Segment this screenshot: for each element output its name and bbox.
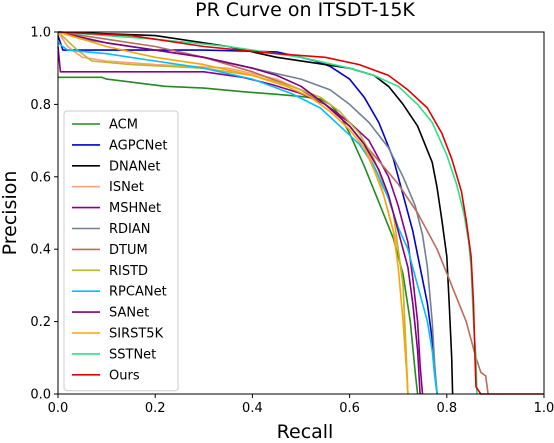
y-tick-label: 0.0 [30,388,51,403]
y-axis-label: Precision [0,171,21,256]
series-line-mshnet [57,46,424,395]
legend: ACM AGPCNet DNANet ISNet MSHNet RDIAN DTUM RIST… [63,110,179,392]
legend-entry: ACM [72,118,138,133]
legend-entry: Ours [72,368,140,383]
legend-label: AGPCNet [109,138,167,153]
x-tick-label: 1.0 [534,401,554,416]
x-tick-label: 0.6 [339,401,360,416]
legend-entry: RISTD [72,264,148,279]
x-axis-label: Recall [277,421,334,443]
legend-label: RPCANet [109,285,167,300]
y-tick-label: 0.4 [30,243,51,258]
legend-box [63,110,179,392]
legend-entry: SANet [72,306,149,321]
x-tick-label: 0.2 [145,401,166,416]
y-tick-label: 0.8 [30,98,51,113]
series-line-sirst5k [57,31,409,395]
plot-lines [57,31,544,395]
legend-entry: RPCANet [72,285,167,300]
y-tick-label: 1.0 [30,26,51,41]
series-line-ristd [57,31,409,395]
legend-entry: DNANet [72,159,160,174]
legend-label: ACM [109,118,138,133]
x-tick-label: 0.8 [436,401,457,416]
y-tick-label: 0.2 [30,315,51,330]
legend-label: SSTNet [109,347,156,362]
legend-entry: SIRST5K [72,327,164,342]
plot-frame [57,31,545,395]
legend-label: SIRST5K [109,327,164,342]
legend-entry: ISNet [72,180,144,195]
legend-entry: SSTNet [72,347,156,362]
series-line-ours [57,31,544,395]
legend-label: SANet [109,306,149,321]
series-line-rpcanet [57,42,438,395]
legend-label: ISNet [109,180,144,195]
chart-title: PR Curve on ITSDT-15K [195,0,415,21]
series-line-sanet [57,31,421,395]
legend-entry: AGPCNet [72,138,167,153]
legend-label: DTUM [109,243,148,258]
legend-label: RDIAN [109,222,151,237]
legend-entry: MSHNet [72,201,161,216]
x-tick-label: 0.4 [242,401,263,416]
legend-label: DNANet [109,159,160,174]
legend-label: RISTD [109,264,148,279]
legend-label: MSHNet [109,201,161,216]
x-tick-label: 0.0 [48,401,69,416]
y-tick-label: 0.6 [30,170,51,185]
x-ticks: 0.0 0.2 0.4 0.6 0.8 1.0 [48,394,554,416]
legend-entry: RDIAN [72,222,151,237]
y-ticks: 0.0 0.2 0.4 0.6 0.8 1.0 [30,26,58,403]
legend-entry: DTUM [72,243,148,258]
legend-label: Ours [109,368,140,383]
series-line-dnanet [57,31,454,395]
